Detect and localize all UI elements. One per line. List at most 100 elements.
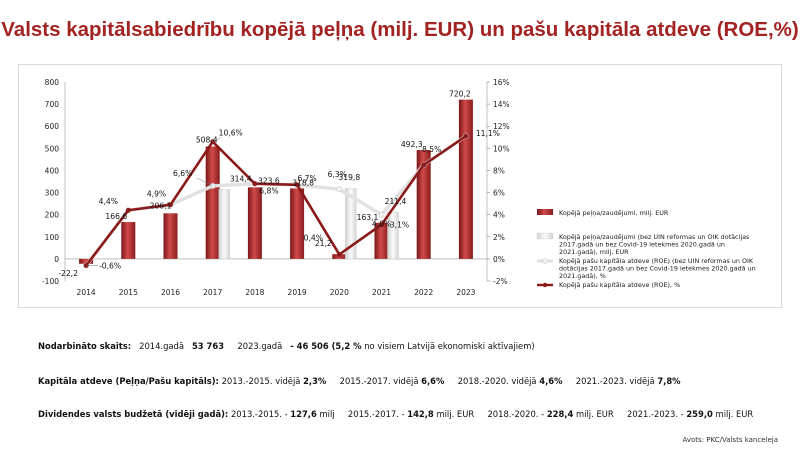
roe-point [294,182,300,188]
roe-value-4: 7,8% [657,376,681,386]
adjusted-profit-bar [218,189,230,260]
legend-label-adjusted-profit: 2021.gadā), milj. EUR [559,248,629,256]
right-axis-tick-label: 8% [493,166,505,175]
dividends-line: Dividendes valsts budžetā (vidēji gadā):… [38,409,753,419]
employees-text-b: 2023.gadā [237,341,283,351]
legend-label-profit: Kopējā peļņa/zaudējumi, milj. EUR [559,209,669,218]
profit-value-label: -22,2 [58,269,78,278]
label-leader-line [212,137,221,142]
roe-period-2: 2015.-2017. vidējā [339,376,419,386]
left-axis-tick-label: 200 [45,211,60,220]
x-axis-category-label: 2017 [203,288,222,297]
dividends-period-3: 2018.-2020. - [487,409,545,419]
employees-line: Nodarbināto skaits: 2014.gadā 53 763 202… [38,341,535,351]
roe-value-label: 4,4% [99,197,118,206]
dividends-period-2: 2015.-2017. - [347,409,405,419]
profit-bar [374,222,389,259]
left-axis-tick-label: 400 [45,166,60,175]
profit-value-label: 492,3 [401,140,423,149]
adjusted-roe-value-label: 4,0% [372,220,391,229]
label-leader-line [196,177,213,187]
adjusted-roe-point [378,211,385,218]
adjusted-profit-value-label: 319,8 [338,173,360,182]
left-axis-tick-label: 100 [45,233,60,242]
x-axis-category-label: 2020 [330,288,349,297]
profit-bar [205,146,220,259]
adjusted-roe-line [84,134,467,267]
roe-value-label: 10,6% [219,129,243,138]
right-axis-tick-label: 6% [493,189,505,198]
roe-point [168,202,173,208]
dividends-period-4: 2021.-2023. - [627,409,684,419]
x-axis-category-label: 2023 [456,288,475,297]
right-axis-tick-label: 0% [493,255,505,264]
adjusted-roe-value-label: 6,6% [173,169,192,178]
roe-point [336,252,342,257]
right-axis-tick-label: 2% [493,233,505,242]
profit-value-label: 206,1 [150,201,172,210]
legend-marker-adjusted-roe [542,258,548,264]
legend-swatch-profit [537,209,553,215]
roe-value-label: -0,6% [99,262,121,271]
right-axis-tick-label: -2% [493,277,508,286]
roe-value-label: 6,7% [297,174,316,183]
profit-value-label: 21,2 [315,239,332,248]
legend-label-adjusted-roe: Kopējā pašu kapitāla atdeve (ROE) (bez U… [559,257,754,265]
legend-label-adjusted-profit: Kopējā peļņa/zaudējumi (bez UIN reformas… [559,233,750,242]
legend-label-adjusted-roe: 2021.gadā), % [559,272,606,280]
x-axis-category-label: 2018 [245,288,264,297]
profit-value-label: 163,1 [357,213,379,222]
left-axis-tick-label: 300 [45,189,60,198]
legend-label-adjusted-roe: dotācijas 2017.gadā un bez Covid-19 iete… [559,265,756,273]
roe-value-1: 2,3% [303,376,327,386]
legend-marker-roe [542,282,548,288]
legend-swatch-adjusted-profit [536,232,554,240]
left-axis-tick-label: 500 [45,144,60,153]
roe-point [252,181,258,187]
adjusted-roe-point [336,186,343,193]
legend-label-roe: Kopējā pašu kapitāla atdeve (ROE), % [559,281,680,289]
dividends-value-2: 142,8 [407,409,434,419]
left-axis-tick-label: -100 [42,277,59,286]
adjusted-roe-value-label: 6,3% [328,170,347,179]
right-axis-tick-label: 12% [493,122,510,131]
dividends-period-1: 2013.-2015. - [230,409,288,419]
x-axis-category-label: 2019 [288,288,307,297]
combo-chart: -100 0 100 200 300 400 500 600 700 800 -2% 0% 2% 4% 6%… [42,78,756,297]
roe-value-label: 8,5% [422,145,441,154]
legend-label-adjusted-profit: 2017.gadā un bez Covid-19 ietekmes 2020.… [559,241,725,249]
roe-label: Kapitāla atdeve (Peļņa/Pašu kapitāls): [38,376,219,386]
roe-value-label: 4,9% [147,190,166,199]
dividends-unit-2: milj. EUR [436,409,475,419]
roe-value-3: 4,6% [539,376,563,386]
roe-point [125,207,131,213]
profit-value-label: 318,8 [292,178,314,187]
roe-value-2: 6,6% [421,376,445,386]
right-axis-tick-label: 10% [493,144,510,153]
employees-text-a: 2014.gadā [139,341,184,351]
x-axis-category-label: 2021 [372,288,391,297]
dividends-unit-3: milj. EUR [575,409,614,419]
roe-value-label: 0,4% [304,233,323,242]
dividends-unit-4: milj. EUR [715,409,754,419]
profit-bar [416,150,431,259]
profit-value-label: 323,6 [258,176,280,185]
adjusted-profit-value-label: 211,4 [385,197,407,206]
roe-period-4: 2021.-2023. vidējā [575,376,655,386]
left-axis-tick-label: 700 [45,100,60,109]
profit-value-label: 720,2 [449,90,471,99]
chart-title: Valsts kapitālsabiedrību kopējā peļņa (m… [1,18,799,41]
roe-point [463,133,469,139]
roe-value-label: 11,1% [476,129,500,138]
dividends-value-3: 228,4 [546,409,574,419]
profit-value-label: 508,4 [196,135,218,144]
roe-period-1: 2013.-2015. vidējā [221,376,301,386]
roe-line [85,135,467,267]
left-axis-tick-label: 600 [45,122,60,131]
employees-text-c: no visiem Latvijā ekonomiski aktīvajiem) [364,341,535,351]
x-axis-category-label: 2022 [414,288,433,297]
chart-area: -100 0 100 200 300 400 500 600 700 800 -2% 0% 2% 4% 6%… [18,64,782,308]
right-axis-tick-label: 14% [493,100,510,109]
roe-period-3: 2018.-2020. vidējā [457,376,537,386]
roe-line: Kapitāla atdeve (Peļņa/Pašu kapitāls): 2… [38,376,681,386]
